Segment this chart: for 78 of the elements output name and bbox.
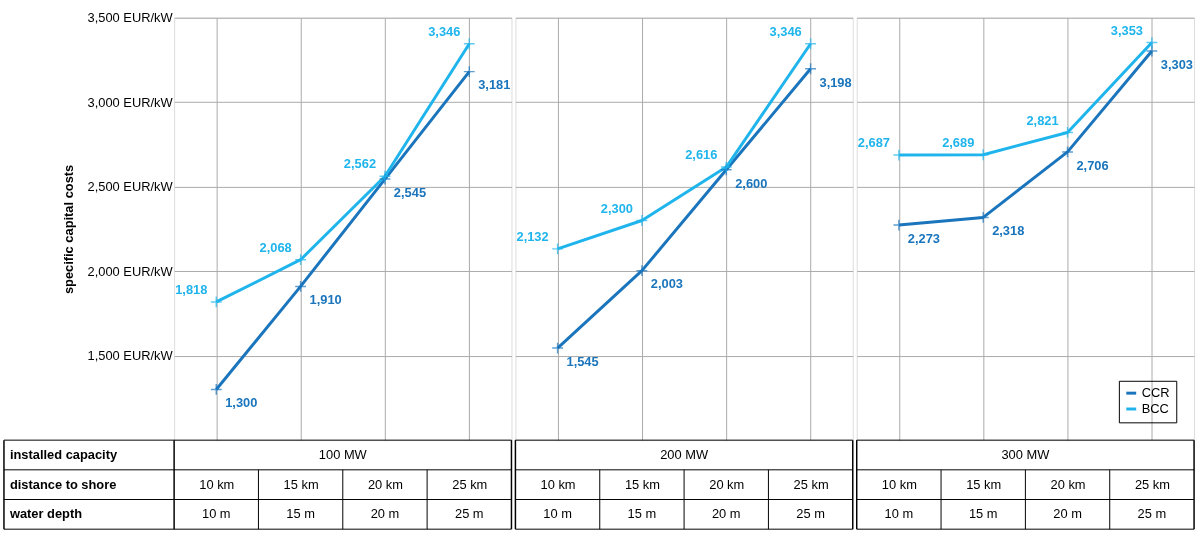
- data-label: 2,562: [343, 156, 377, 172]
- text: 10 m: [884, 506, 914, 522]
- data-label: 2,600: [735, 175, 768, 191]
- x-tick-label: 20 km: [709, 477, 745, 493]
- x-tick-label: 15 km: [283, 477, 319, 493]
- data-label: 2,318: [992, 223, 1025, 239]
- point: [210, 383, 223, 396]
- data-label: 2,300: [600, 200, 634, 216]
- y-axis-title: specific capital costs: [61, 164, 77, 295]
- y-tick-label: 2,500 EUR/kW: [87, 179, 174, 195]
- text: water depth: [8, 506, 83, 522]
- y-tick-label: 2,000 EUR/kW: [87, 263, 174, 279]
- data-label: 2,545: [393, 184, 427, 200]
- data-label: 2,068: [259, 239, 292, 255]
- point: [551, 242, 564, 256]
- data-label: 3,346: [769, 23, 802, 39]
- x-tick-label: 20 km: [1050, 477, 1086, 493]
- point: [210, 295, 223, 309]
- text: 10 m: [201, 506, 231, 522]
- point: [294, 280, 307, 293]
- data-label: 1,818: [175, 282, 208, 298]
- text: distance to shore: [9, 476, 117, 492]
- x-axis-title: 200 MW: [660, 446, 709, 462]
- y-tick-label: 3,500 EUR/kW: [87, 10, 174, 26]
- data-label: 2,273: [907, 230, 940, 246]
- x-tick-label: 10 km: [199, 477, 235, 493]
- data-label: 2,003: [650, 276, 684, 292]
- x-tick-label: 25 km: [1134, 477, 1170, 493]
- data-label: 2,821: [1026, 112, 1059, 128]
- data-label: 2,132: [516, 228, 549, 244]
- text: 15 m: [968, 506, 998, 522]
- text: 25 m: [796, 506, 825, 522]
- point: [1061, 145, 1074, 159]
- text: 10 m: [543, 506, 572, 522]
- point: [294, 253, 307, 266]
- point: [551, 341, 564, 355]
- point: [804, 62, 817, 75]
- x-tick-label: 15 km: [624, 477, 660, 493]
- data-label: 3,353: [1110, 22, 1143, 38]
- data-label: 2,687: [857, 135, 890, 151]
- text: 20 m: [1053, 506, 1082, 522]
- text: 15 m: [286, 506, 315, 522]
- data-label: 3,303: [1160, 56, 1193, 72]
- text: 20 m: [711, 506, 741, 522]
- point: [1061, 126, 1074, 139]
- y-tick-label: 1,500 EUR/kW: [87, 348, 174, 364]
- x-tick-label: 15 km: [966, 477, 1002, 493]
- text: 15 m: [627, 506, 657, 522]
- data-label: 1,910: [309, 292, 342, 308]
- legend-label: BCC: [1141, 400, 1169, 416]
- data-label: 2,706: [1076, 157, 1109, 173]
- data-label: 1,300: [225, 395, 258, 411]
- x-axis-title: 300 MW: [1001, 446, 1051, 462]
- data-label: 1,545: [566, 353, 599, 369]
- point: [635, 214, 649, 227]
- text: 25 m: [454, 506, 484, 522]
- data-label: 3,198: [819, 74, 852, 90]
- x-tick-label: 25 km: [793, 477, 829, 493]
- point: [977, 211, 990, 224]
- point: [1145, 36, 1159, 49]
- point: [804, 37, 817, 50]
- point: [463, 37, 476, 50]
- x-tick-label: 25 km: [452, 477, 488, 493]
- text: 25 m: [1137, 506, 1167, 522]
- data-label: 3,346: [428, 23, 461, 39]
- x-tick-label: 10 km: [540, 477, 576, 493]
- point: [463, 65, 476, 78]
- text: 20 m: [370, 506, 400, 522]
- text: installed capacity: [9, 446, 118, 462]
- data-label: 3,181: [478, 77, 511, 93]
- x-tick-label: 10 km: [881, 477, 917, 493]
- point: [635, 264, 649, 277]
- y-tick-label: 3,000 EUR/kW: [87, 94, 174, 110]
- x-axis-title: 100 MW: [318, 446, 368, 462]
- data-label: 2,616: [685, 147, 718, 163]
- legend-label: CCR: [1141, 385, 1170, 401]
- x-tick-label: 20 km: [367, 477, 403, 493]
- data-label: 2,689: [942, 134, 975, 150]
